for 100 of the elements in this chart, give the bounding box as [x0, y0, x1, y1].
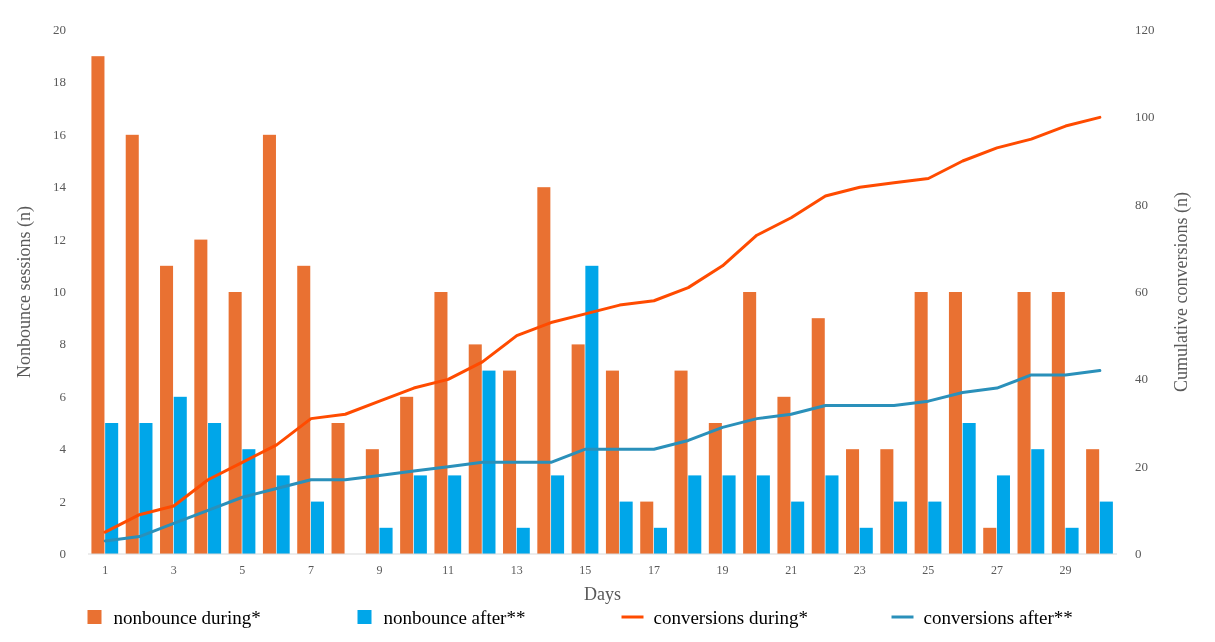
y-tick-label: 20 [53, 22, 66, 37]
x-tick-label: 29 [1059, 563, 1072, 577]
bar [846, 449, 860, 554]
bar [825, 475, 839, 554]
bar [756, 475, 770, 554]
bar [811, 318, 825, 554]
x-tick-label: 7 [307, 563, 314, 577]
bar [331, 423, 345, 554]
legend-label: nonbounce during* [113, 607, 261, 628]
bar [516, 527, 530, 554]
bar [262, 134, 276, 554]
y-tick-label: 2 [59, 493, 66, 509]
x-tick-label: 27 [990, 563, 1003, 577]
y-tick-label: 10 [53, 284, 66, 299]
y-tick-label: 4 [59, 441, 67, 457]
bar [688, 475, 702, 554]
bar [125, 134, 139, 554]
bar [105, 423, 119, 554]
y2-tick-label: 80 [1135, 196, 1148, 212]
bar [894, 501, 908, 554]
bar [914, 292, 928, 554]
bar [640, 501, 654, 554]
y-axis-title: Nonbounce sessions (n) [14, 206, 35, 378]
bar [777, 396, 791, 554]
x-tick-label: 1 [102, 563, 109, 577]
x-tick-label: 23 [853, 563, 866, 577]
bar [859, 527, 873, 554]
x-axis-title: Days [584, 584, 621, 604]
y-tick-label: 18 [53, 74, 66, 90]
y2-tick-label: 0 [1135, 546, 1142, 561]
y-tick-label: 0 [59, 546, 66, 561]
x-tick-label: 3 [170, 563, 177, 577]
bar [379, 527, 393, 554]
y2-axis-title: Cumulative conversions (n) [1171, 192, 1192, 392]
x-tick-label: 5 [239, 563, 246, 577]
line-series [103, 369, 1102, 543]
x-tick-label: 25 [922, 563, 935, 577]
y-tick-label: 14 [53, 179, 67, 195]
bar [276, 475, 290, 554]
bar [139, 423, 153, 554]
bar [674, 370, 688, 554]
y2-tick-label: 20 [1135, 458, 1148, 474]
x-tick-label: 19 [716, 563, 729, 577]
bar [708, 423, 722, 554]
bar [791, 501, 805, 554]
x-tick-label: 21 [785, 563, 798, 577]
y2-tick-label: 100 [1135, 109, 1155, 125]
legend-label: conversions after** [923, 607, 1073, 628]
bar [1017, 292, 1031, 554]
bar [297, 265, 311, 554]
bar [1031, 449, 1045, 554]
bar [1051, 292, 1065, 554]
bar [434, 292, 448, 554]
legend-label: nonbounce after** [383, 607, 526, 628]
bar [173, 396, 187, 554]
bar [551, 475, 565, 554]
bar [571, 344, 585, 554]
bar [537, 187, 551, 554]
bar [1099, 501, 1113, 554]
bar [194, 239, 208, 554]
bar [413, 475, 427, 554]
y2-tick-label: 60 [1135, 284, 1148, 299]
bar [448, 475, 462, 554]
bar [365, 449, 379, 554]
bar [722, 475, 736, 554]
bar [962, 423, 976, 554]
x-tick-label: 13 [510, 563, 523, 577]
y2-tick-label: 40 [1135, 371, 1148, 387]
bar [653, 527, 667, 554]
bar [948, 292, 962, 554]
bar [160, 265, 174, 554]
bar [605, 370, 619, 554]
y-tick-label: 8 [59, 336, 66, 352]
bar [91, 56, 105, 554]
bar [880, 449, 894, 554]
x-tick-label: 17 [647, 563, 660, 577]
bar [503, 370, 517, 554]
bar [983, 527, 997, 554]
x-tick-label: 9 [376, 563, 383, 577]
bar [310, 501, 324, 554]
legend-label: conversions during* [653, 607, 809, 628]
bar [996, 475, 1010, 554]
bar [1065, 527, 1079, 554]
bar [228, 292, 242, 554]
x-tick-label: 11 [442, 563, 454, 577]
bar [208, 423, 222, 554]
x-tick-label: 15 [579, 563, 592, 577]
bar [468, 344, 482, 554]
bar [242, 449, 256, 554]
bar [743, 292, 757, 554]
bar [1086, 449, 1100, 554]
bar [482, 370, 496, 554]
y2-tick-label: 120 [1135, 22, 1155, 37]
line-series [103, 115, 1102, 534]
bar [928, 501, 942, 554]
y-tick-label: 6 [59, 388, 67, 404]
bar [619, 501, 633, 554]
y-tick-label: 12 [53, 231, 66, 247]
y-tick-label: 16 [53, 126, 67, 142]
bar [585, 265, 599, 554]
